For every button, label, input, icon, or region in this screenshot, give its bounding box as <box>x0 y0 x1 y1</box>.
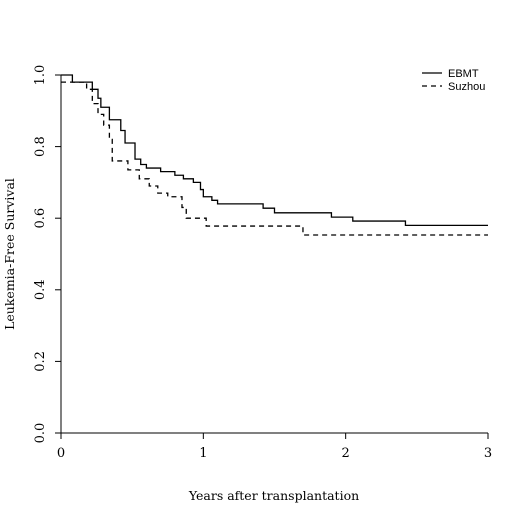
y-tick-label: 0.0 <box>33 423 48 444</box>
y-axis-ticks: 0.0 0.2 0.4 0.6 0.8 1.0 <box>33 65 61 444</box>
legend-label-suzhou: Suzhou <box>448 81 485 93</box>
x-tick-label: 2 <box>342 446 350 461</box>
x-tick-label: 3 <box>484 446 492 461</box>
x-axis-ticks: 0 1 2 3 <box>57 433 492 461</box>
y-tick-label: 0.6 <box>33 208 48 229</box>
y-tick-label: 0.2 <box>33 351 48 372</box>
series-line-ebmt <box>61 74 488 227</box>
y-tick-label: 1.0 <box>33 65 48 86</box>
legend: EBMT Suzhou <box>422 68 485 93</box>
x-tick-label: 1 <box>199 446 207 461</box>
x-axis-title: Years after transplantation <box>188 488 359 503</box>
legend-label-ebmt: EBMT <box>448 68 479 80</box>
x-tick-label: 0 <box>57 446 65 461</box>
y-axis-title: Leukemia-Free Survival <box>2 178 17 330</box>
y-tick-label: 0.4 <box>33 279 48 300</box>
y-tick-label: 0.8 <box>33 136 48 157</box>
series-layer <box>61 74 488 236</box>
